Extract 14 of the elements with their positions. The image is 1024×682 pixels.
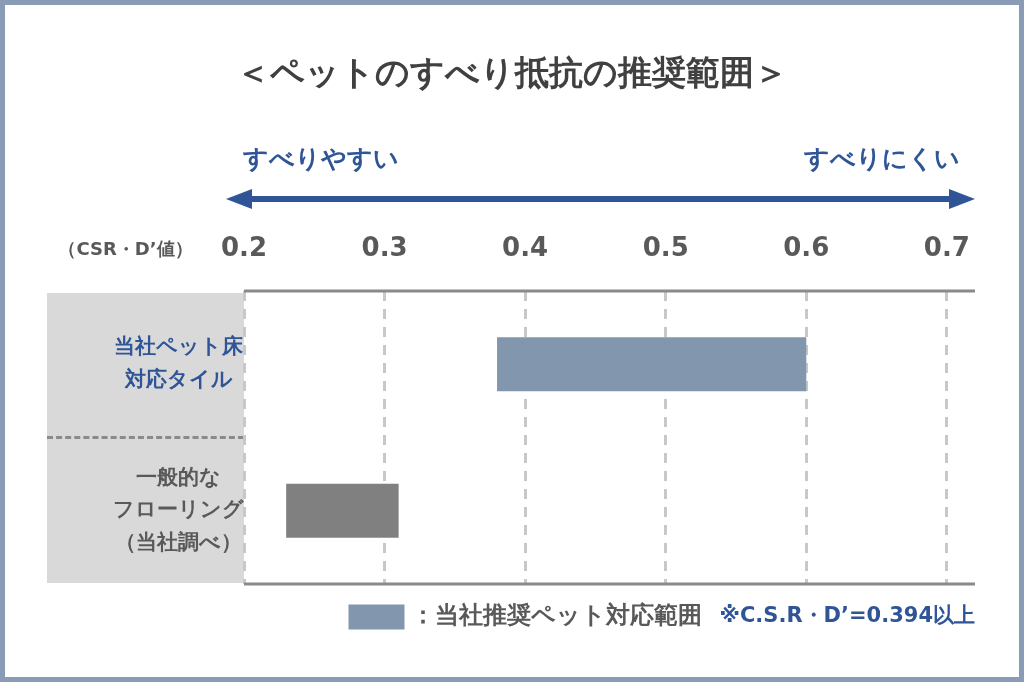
text: ※C.S.R・D’=0.394以上: [719, 603, 975, 628]
x-tick-label: 0.4: [502, 232, 549, 263]
x-tick-label: 0.7: [923, 232, 970, 263]
x-axis-title: （CSR・D’値）: [58, 237, 193, 259]
y-tick-label: 当社ペット床対応タイル: [114, 334, 244, 391]
chart-title: ＜ペットのすべり抵抗の推奨範囲＞: [236, 51, 788, 92]
x-tick-label: 0.6: [783, 232, 830, 263]
text: すべりにくい: [803, 143, 960, 173]
legend-label: ：当社推奨ペット対応範囲: [411, 601, 703, 630]
x-tick-label: 0.3: [361, 232, 408, 263]
y-tick-label: 一般的なフローリング（当社調べ）: [113, 464, 244, 554]
x-tick-label: 0.5: [642, 232, 689, 263]
x-tick-label: 0.2: [220, 232, 268, 263]
text: すべりやすい: [242, 143, 399, 173]
